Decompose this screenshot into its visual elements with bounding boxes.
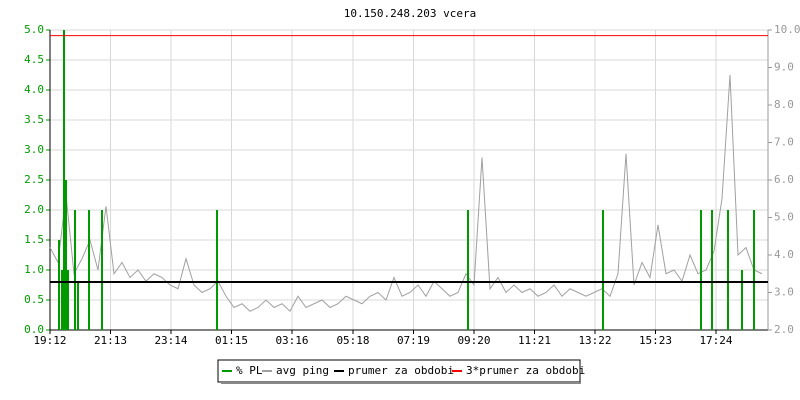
y-tick-label: 5.0: [24, 23, 44, 36]
y2-tick-label: 7.0: [774, 136, 794, 149]
x-tick-label: 17:24: [699, 334, 732, 347]
x-tick-label: 15:23: [639, 334, 672, 347]
y-tick-label: 4.0: [24, 83, 44, 96]
x-tick-label: 05:18: [336, 334, 369, 347]
y-tick-label: 4.5: [24, 53, 44, 66]
x-tick-label: 19:12: [33, 334, 66, 347]
legend-label: % PL: [236, 364, 263, 377]
ping-line: [49, 74, 763, 313]
x-tick-label: 01:15: [215, 334, 248, 347]
y2-tick-label: 6.0: [774, 173, 794, 186]
y-tick-label: 0.0: [24, 323, 44, 336]
x-tick-label: 09:20: [457, 334, 490, 347]
legend-label: avg ping: [276, 364, 329, 377]
y2-tick-label: 2.0: [774, 323, 794, 336]
y2-tick-label: 10.0: [774, 23, 800, 36]
x-tick-label: 21:13: [94, 334, 127, 347]
legend-label: prumer za obdobi: [348, 364, 454, 377]
y-tick-label: 0.5: [24, 293, 44, 306]
y-tick-label: 3.5: [24, 113, 44, 126]
y-tick-label: 1.0: [24, 263, 44, 276]
legend-label: 3*prumer za obdobi: [466, 364, 585, 377]
x-tick-label: 23:14: [154, 334, 187, 347]
y2-tick-label: 4.0: [774, 248, 794, 261]
y-tick-label: 2.0: [24, 203, 44, 216]
y2-tick-label: 3.0: [774, 286, 794, 299]
y-tick-label: 1.5: [24, 233, 44, 246]
x-tick-label: 13:22: [578, 334, 611, 347]
x-tick-label: 07:19: [397, 334, 430, 347]
y-tick-label: 3.0: [24, 143, 44, 156]
x-tick-label: 03:16: [275, 334, 308, 347]
x-tick-label: 11:21: [518, 334, 551, 347]
y2-tick-label: 8.0: [774, 98, 794, 111]
chart-title: 10.150.248.203 vcera: [344, 7, 476, 20]
y2-tick-label: 9.0: [774, 61, 794, 74]
y2-tick-label: 5.0: [774, 211, 794, 224]
y-tick-label: 2.5: [24, 173, 44, 186]
